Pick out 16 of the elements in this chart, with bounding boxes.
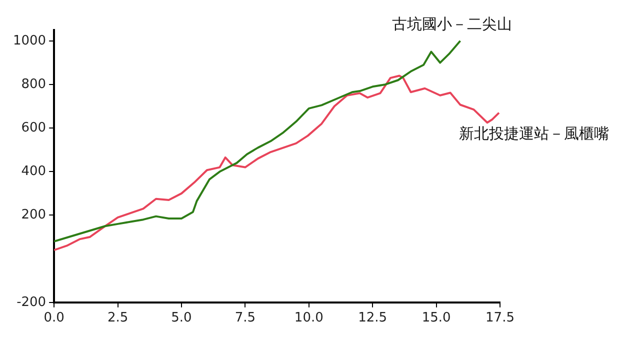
x-tick-label: 12.5 <box>358 310 388 326</box>
series-label: 新北投捷運站－風櫃嘴 <box>458 124 609 143</box>
y-tick-label: 600 <box>21 120 46 136</box>
y-tick-label: 1000 <box>12 33 46 48</box>
y-tick-label: -200 <box>16 294 46 310</box>
x-tick-label: 17.5 <box>486 310 514 326</box>
y-tick-label: 400 <box>21 164 46 180</box>
series-label: 古坑國小－二尖山 <box>392 14 512 33</box>
x-tick-label: 2.5 <box>107 310 128 326</box>
x-tick-label: 0.0 <box>44 310 64 326</box>
y-tick-label: 200 <box>21 208 46 223</box>
x-tick-label: 5.0 <box>171 310 192 326</box>
x-tick-label: 15.0 <box>422 310 451 326</box>
x-tick-label: 10.0 <box>294 310 324 326</box>
y-tick-label: 800 <box>21 76 46 92</box>
x-tick-label: 7.5 <box>234 310 256 326</box>
